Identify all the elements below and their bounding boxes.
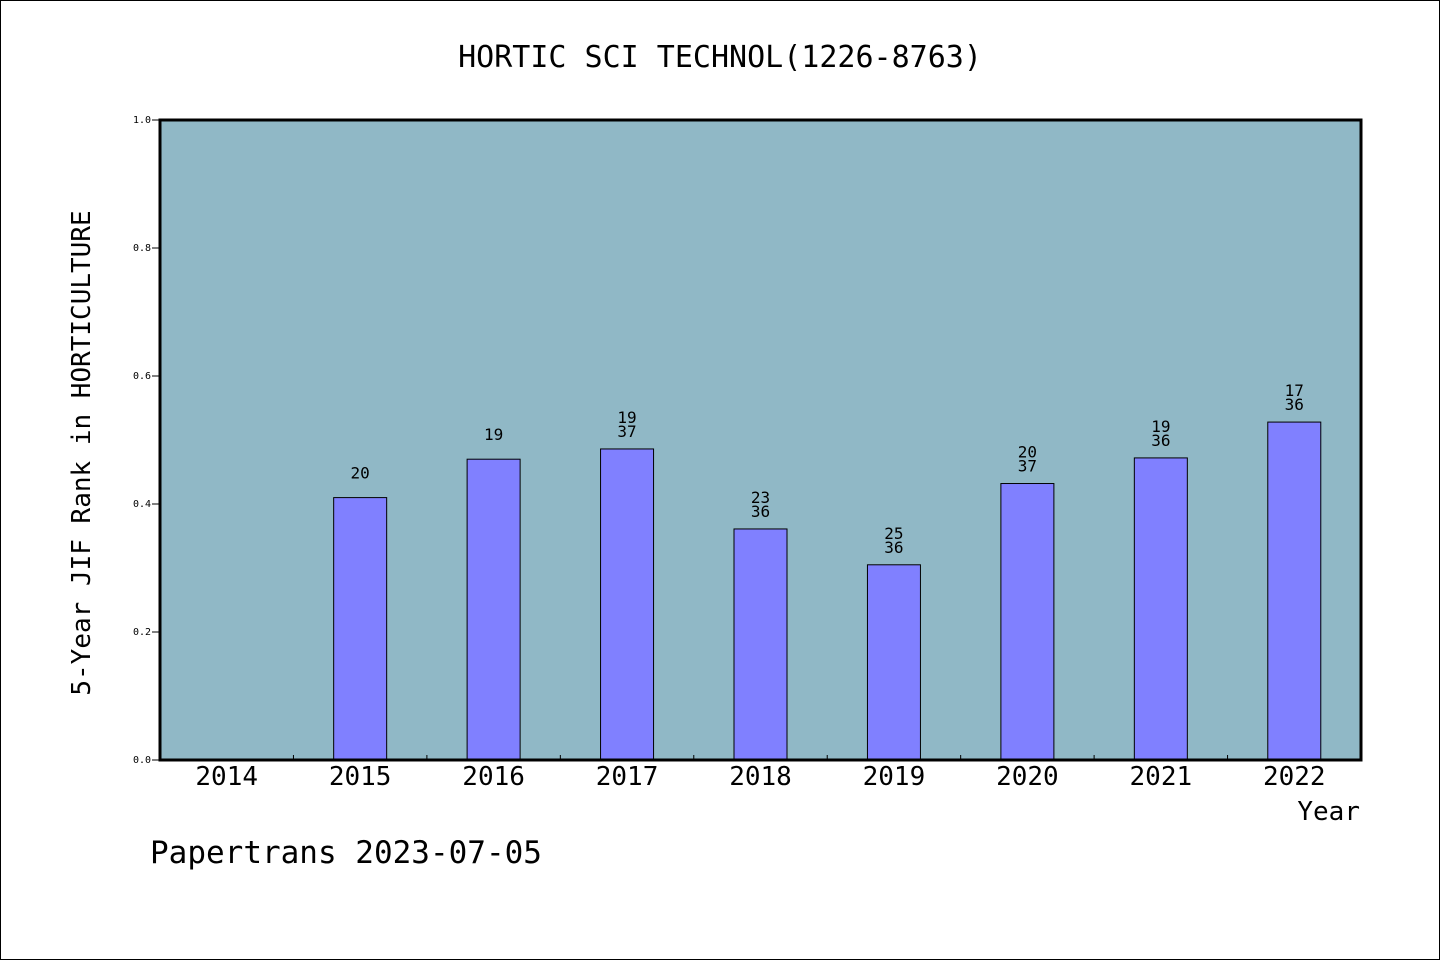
bar-data-label: 20 xyxy=(1018,443,1037,462)
bar-2018 xyxy=(733,528,788,761)
bar-2017 xyxy=(600,448,655,761)
bar-data-label: 37 xyxy=(617,422,636,441)
bar-2015 xyxy=(333,497,388,761)
x-tick-label: 2016 xyxy=(462,762,525,792)
x-axis-label: Year xyxy=(1297,797,1360,827)
plot-border xyxy=(158,118,1363,762)
bar-data-label: 36 xyxy=(1151,431,1170,450)
y-tick-label: 0.4 xyxy=(133,499,151,510)
bar-data-label: 37 xyxy=(1018,457,1037,476)
bar-data-label: 19 xyxy=(484,425,503,444)
x-tick-label: 2018 xyxy=(729,762,792,792)
y-tick-label: 0.8 xyxy=(133,243,151,254)
bar-2016 xyxy=(466,458,521,761)
bar-data-label: 25 xyxy=(884,524,903,543)
bar-data-label: 20 xyxy=(351,464,370,483)
bar-data-label: 19 xyxy=(1151,417,1170,436)
x-tick-label: 2020 xyxy=(996,762,1059,792)
bar-data-label: 23 xyxy=(751,488,770,507)
bar-data-label: 36 xyxy=(884,538,903,557)
y-tick-label: 1.0 xyxy=(133,115,151,126)
bar-data-label: 36 xyxy=(751,502,770,521)
y-axis-label: 5-Year JIF Rank in HORTICULTURE xyxy=(67,210,97,695)
x-tick-label: 2021 xyxy=(1130,762,1193,792)
bar-data-label: 19 xyxy=(617,408,636,427)
x-tick-label: 2022 xyxy=(1263,762,1326,792)
y-tick-label: 0.2 xyxy=(133,627,151,638)
bar-data-label: 17 xyxy=(1285,381,1304,400)
x-tick-label: 2017 xyxy=(596,762,659,792)
chart-title: HORTIC SCI TECHNOL(1226-8763) xyxy=(458,40,982,75)
bar-2019 xyxy=(866,564,921,761)
x-tick-label: 2015 xyxy=(329,762,392,792)
y-tick-label: 0.6 xyxy=(133,371,151,382)
bar-2022 xyxy=(1267,421,1322,761)
x-tick-label: 2019 xyxy=(863,762,926,792)
watermark-text: Papertrans 2023-07-05 xyxy=(150,835,542,871)
bar-2020 xyxy=(1000,483,1055,761)
y-tick-label: 0.0 xyxy=(133,755,151,766)
bar-2021 xyxy=(1133,457,1188,761)
bar-data-label: 36 xyxy=(1285,395,1304,414)
x-tick-label: 2014 xyxy=(195,762,258,792)
